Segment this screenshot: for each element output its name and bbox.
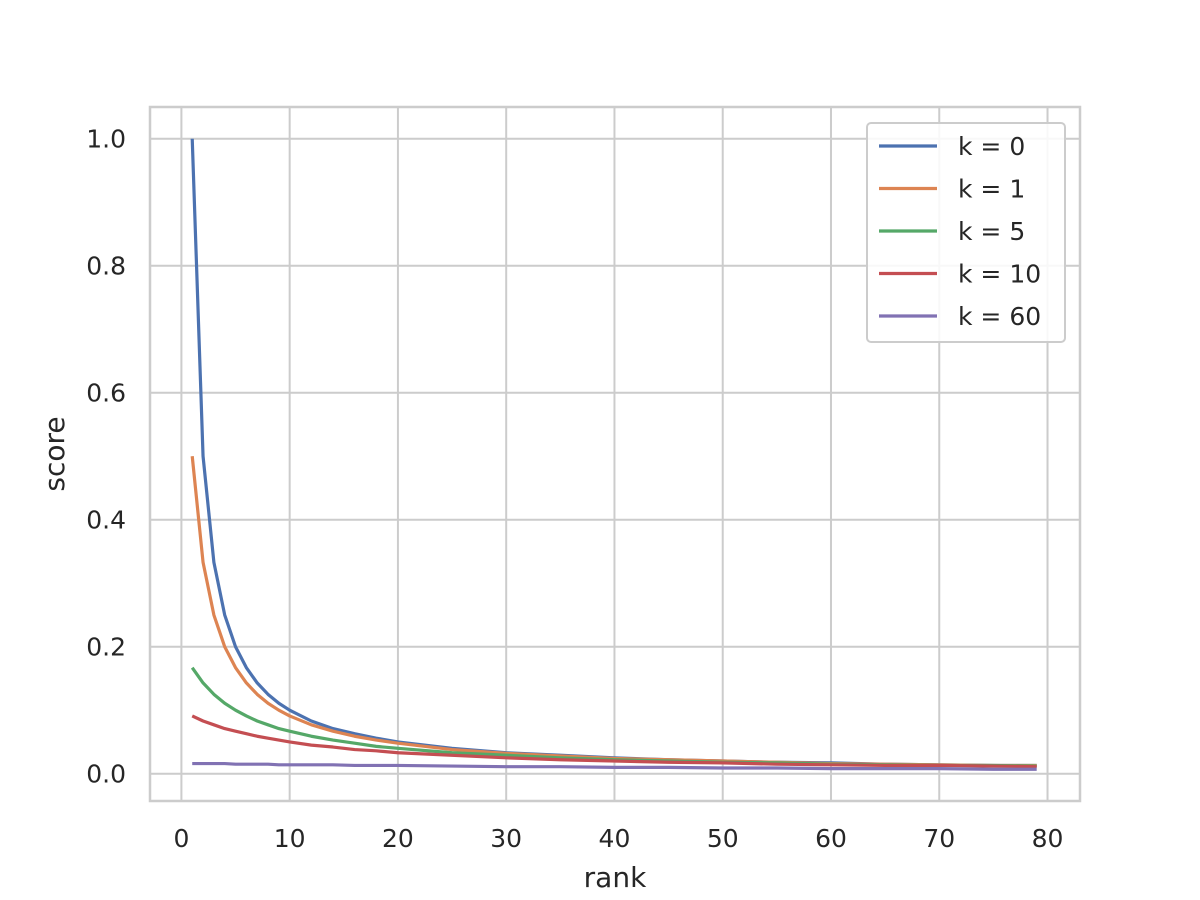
y-tick-label: 0.0: [86, 760, 126, 789]
y-tick-label: 0.8: [86, 252, 126, 281]
x-tick-label: 30: [490, 824, 522, 853]
legend-label: k = 60: [958, 302, 1041, 331]
x-tick-label: 50: [707, 824, 739, 853]
y-tick-label: 0.6: [86, 379, 126, 408]
x-axis-label: rank: [584, 861, 647, 894]
series-line-3: [191, 714, 1037, 769]
y-tick-label: 0.2: [86, 633, 126, 662]
x-tick-label: 70: [923, 824, 955, 853]
y-axis-label: score: [38, 416, 71, 491]
legend-label: k = 1: [958, 175, 1025, 204]
x-tick-label: 20: [382, 824, 414, 853]
series-lines: [190, 138, 1037, 771]
y-tick-label: 0.4: [86, 506, 126, 535]
plot-frame: [148, 105, 1082, 803]
y-tick-label: 1.0: [86, 125, 126, 154]
x-tick-label: 0: [173, 824, 189, 853]
legend-box: [866, 122, 1066, 343]
legend-label: k = 10: [958, 260, 1041, 289]
legend-item: k = 5: [879, 217, 1025, 246]
legend-item: k = 0: [879, 132, 1025, 161]
y-tick-labels: 0.0 0.2 0.4 0.6 0.8 1.0: [86, 125, 126, 789]
series-line-4: [192, 761, 1037, 771]
x-tick-label: 10: [274, 824, 306, 853]
x-tick-label: 60: [815, 824, 847, 853]
x-tick-labels: 0 10 20 30 40 50 60 70 80: [173, 824, 1063, 853]
x-tick-label: 80: [1032, 824, 1064, 853]
legend-item: k = 1: [879, 175, 1025, 204]
legend-label: k = 0: [958, 132, 1025, 161]
legend-item: k = 60: [879, 302, 1041, 331]
x-tick-label: 40: [599, 824, 631, 853]
legend-item: k = 10: [879, 260, 1041, 289]
legend: k = 0 k = 1 k = 5 k = 10 k = 60: [866, 122, 1066, 343]
legend-label: k = 5: [958, 217, 1025, 246]
